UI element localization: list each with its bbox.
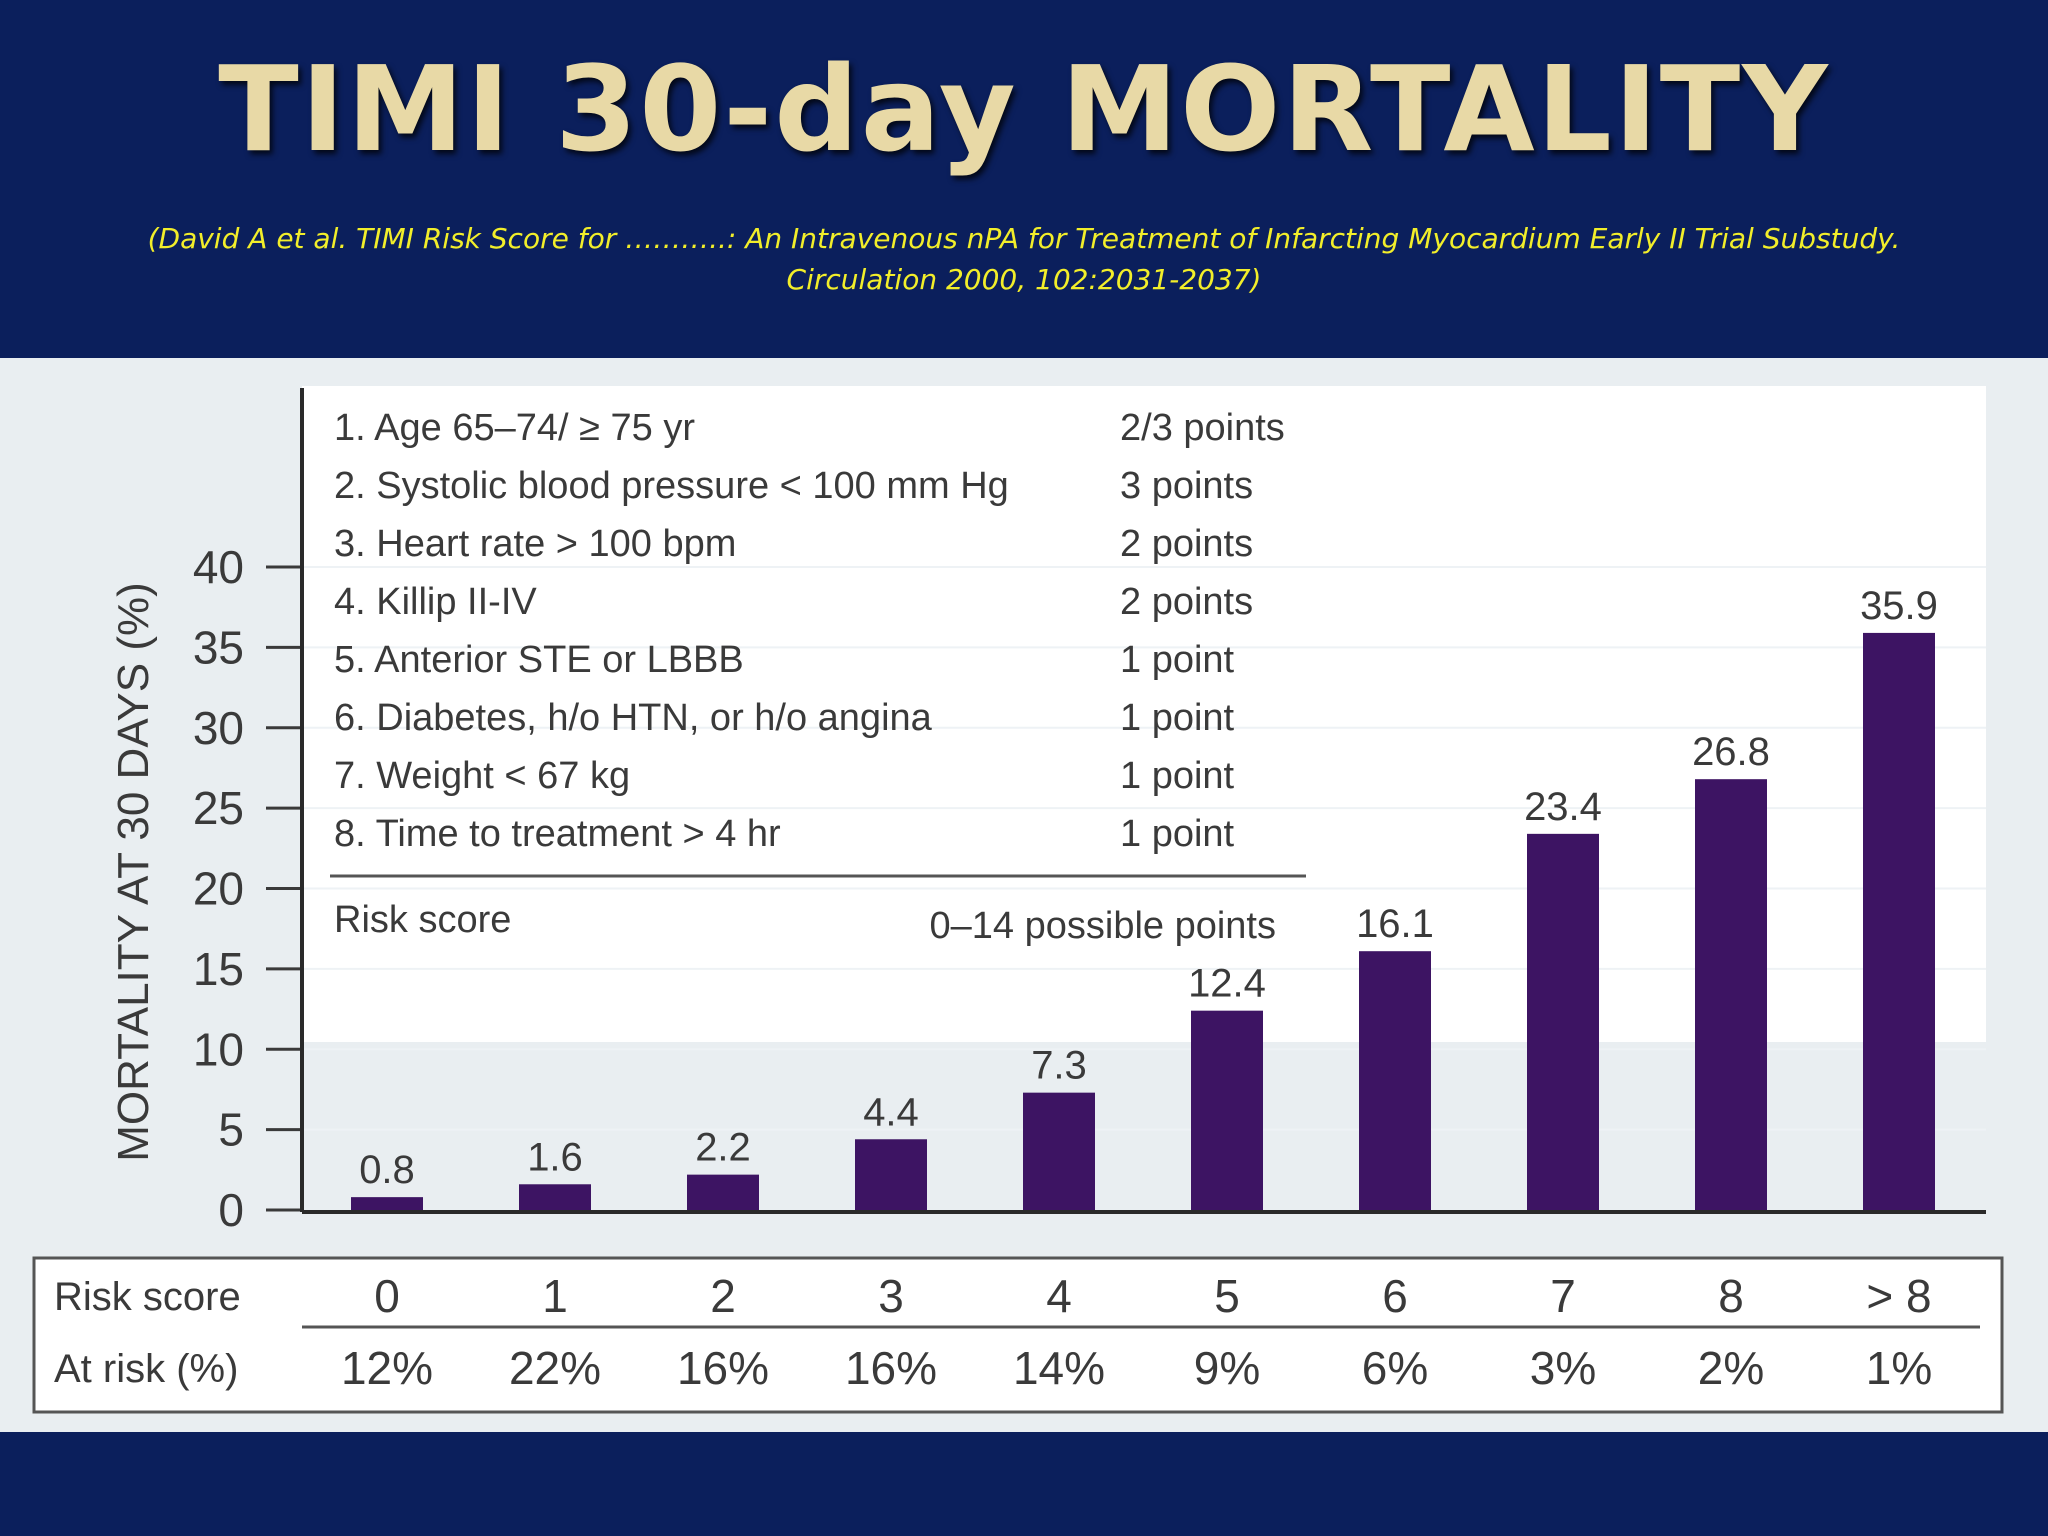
y-tick-label: 25 bbox=[193, 782, 244, 834]
bar bbox=[1527, 833, 1599, 1210]
risk-factor-list: 1. Age 65–74/ ≥ 75 yr 2/3 points 2. Systol… bbox=[334, 407, 1285, 855]
at-risk-value: 22% bbox=[509, 1342, 601, 1394]
risk-factor-points: 2 points bbox=[1120, 523, 1253, 565]
bar-value-label: 7.3 bbox=[1031, 1044, 1087, 1088]
x-category-label: 5 bbox=[1214, 1270, 1240, 1322]
x-category-label: 6 bbox=[1382, 1270, 1408, 1322]
bar bbox=[1863, 632, 1935, 1210]
bar-value-label: 23.4 bbox=[1524, 785, 1602, 829]
score-table bbox=[32, 1256, 2004, 1414]
risk-factor-points: 1 point bbox=[1120, 755, 1235, 797]
bar-value-label: 4.4 bbox=[863, 1090, 919, 1134]
citation-line-2: Circulation 2000, 102:2031-2037) bbox=[786, 263, 1262, 296]
y-tick-label: 30 bbox=[193, 702, 244, 754]
risk-factor-points: 2 points bbox=[1120, 581, 1253, 623]
x-category-label: 7 bbox=[1550, 1270, 1576, 1322]
at-risk-value: 1% bbox=[1866, 1342, 1932, 1394]
at-risk-value: 14% bbox=[1013, 1342, 1105, 1394]
risk-factor-points: 1 point bbox=[1120, 813, 1235, 855]
risk-factor-label: 2. Systolic blood pressure < 100 mm Hg bbox=[334, 465, 1009, 507]
risk-factor-points: 1 point bbox=[1120, 639, 1235, 681]
grid-lines bbox=[302, 566, 1986, 1131]
y-tick-label: 5 bbox=[218, 1104, 244, 1156]
risk-factor-label: 1. Age 65–74/ ≥ 75 yr bbox=[334, 407, 695, 449]
bar bbox=[687, 1174, 759, 1210]
x-category-label: 0 bbox=[374, 1270, 400, 1322]
bars: 0.8 1.6 2.2 4.4 7.3 12.4 16.1 23.4 26.8 35.9 bbox=[351, 584, 1938, 1210]
footer-band bbox=[0, 1432, 2048, 1536]
bar-value-label: 26.8 bbox=[1692, 730, 1770, 774]
bar bbox=[519, 1184, 591, 1210]
bar-value-label: 16.1 bbox=[1356, 902, 1434, 946]
y-axis: 0 5 10 15 20 25 30 35 40 bbox=[193, 388, 1986, 1236]
bar bbox=[1359, 951, 1431, 1210]
risk-score-caption: Risk score bbox=[334, 899, 511, 941]
at-risk-value: 9% bbox=[1194, 1342, 1260, 1394]
risk-factor-label: 5. Anterior STE or LBBB bbox=[334, 639, 744, 681]
y-tick-label: 20 bbox=[193, 863, 244, 915]
at-risk-value: 16% bbox=[845, 1342, 937, 1394]
at-risk-value: 6% bbox=[1362, 1342, 1428, 1394]
score-table-row-label-risk: Risk score bbox=[54, 1275, 241, 1319]
bar-value-label: 12.4 bbox=[1188, 962, 1266, 1006]
bar-value-label: 35.9 bbox=[1860, 584, 1938, 628]
y-tick-label: 35 bbox=[193, 621, 244, 673]
bar-value-label: 0.8 bbox=[359, 1148, 415, 1192]
citation-line-1: (David A et al. TIMI Risk Score for ……….… bbox=[147, 222, 1901, 255]
bar-value-label: 1.6 bbox=[527, 1135, 583, 1179]
x-category-label: 3 bbox=[878, 1270, 904, 1322]
y-tick-label: 15 bbox=[193, 943, 244, 995]
risk-factor-label: 8. Time to treatment > 4 hr bbox=[334, 813, 781, 855]
at-risk-value: 3% bbox=[1530, 1342, 1596, 1394]
risk-factor-label: 4. Killip II-IV bbox=[334, 581, 537, 623]
risk-factor-label: 3. Heart rate > 100 bpm bbox=[334, 523, 736, 565]
x-category-label: 8 bbox=[1718, 1270, 1744, 1322]
at-risk-value: 2% bbox=[1698, 1342, 1764, 1394]
bar bbox=[1695, 779, 1767, 1210]
bar bbox=[351, 1197, 423, 1210]
slide-title: TIMI 30-day MORTALITY bbox=[218, 40, 1830, 178]
score-table-cells: 0 12% 1 22% 2 16% 3 16% 4 14% 5 9% 6 6% 7 3% 8 2% > 8 1% bbox=[341, 1270, 1932, 1394]
citation: (David A et al. TIMI Risk Score for ……….… bbox=[120, 218, 1928, 300]
at-risk-value: 12% bbox=[341, 1342, 433, 1394]
bar bbox=[1023, 1092, 1095, 1210]
risk-factor-points: 3 points bbox=[1120, 465, 1253, 507]
y-tick-label: 0 bbox=[218, 1184, 244, 1236]
at-risk-value: 16% bbox=[677, 1342, 769, 1394]
x-category-label: > 8 bbox=[1866, 1270, 1931, 1322]
risk-factor-points: 2/3 points bbox=[1120, 407, 1285, 449]
bar bbox=[855, 1139, 927, 1210]
chart-figure: 0.8 1.6 2.2 4.4 7.3 12.4 16.1 23.4 26.8 35.9 0 5 10… bbox=[0, 358, 2048, 1432]
y-tick-label: 10 bbox=[193, 1023, 244, 1075]
score-table-row-label-at-risk: At risk (%) bbox=[54, 1347, 238, 1391]
possible-points-caption: 0–14 possible points bbox=[930, 905, 1276, 947]
y-axis-label: MORTALITY AT 30 DAYS (%) bbox=[109, 582, 158, 1162]
x-category-label: 2 bbox=[710, 1270, 736, 1322]
risk-factor-points: 1 point bbox=[1120, 697, 1235, 739]
risk-factor-label: 6. Diabetes, h/o HTN, or h/o angina bbox=[334, 697, 933, 739]
bar-value-label: 2.2 bbox=[695, 1126, 751, 1170]
risk-factor-label: 7. Weight < 67 kg bbox=[334, 755, 630, 797]
y-tick-label: 40 bbox=[193, 541, 244, 593]
x-category-label: 1 bbox=[542, 1270, 568, 1322]
bar-chart: 0.8 1.6 2.24.47.312.416.123.426.835.9 0510… bbox=[32, 386, 2004, 1414]
x-category-label: 4 bbox=[1046, 1270, 1072, 1322]
bar bbox=[1191, 1010, 1263, 1210]
